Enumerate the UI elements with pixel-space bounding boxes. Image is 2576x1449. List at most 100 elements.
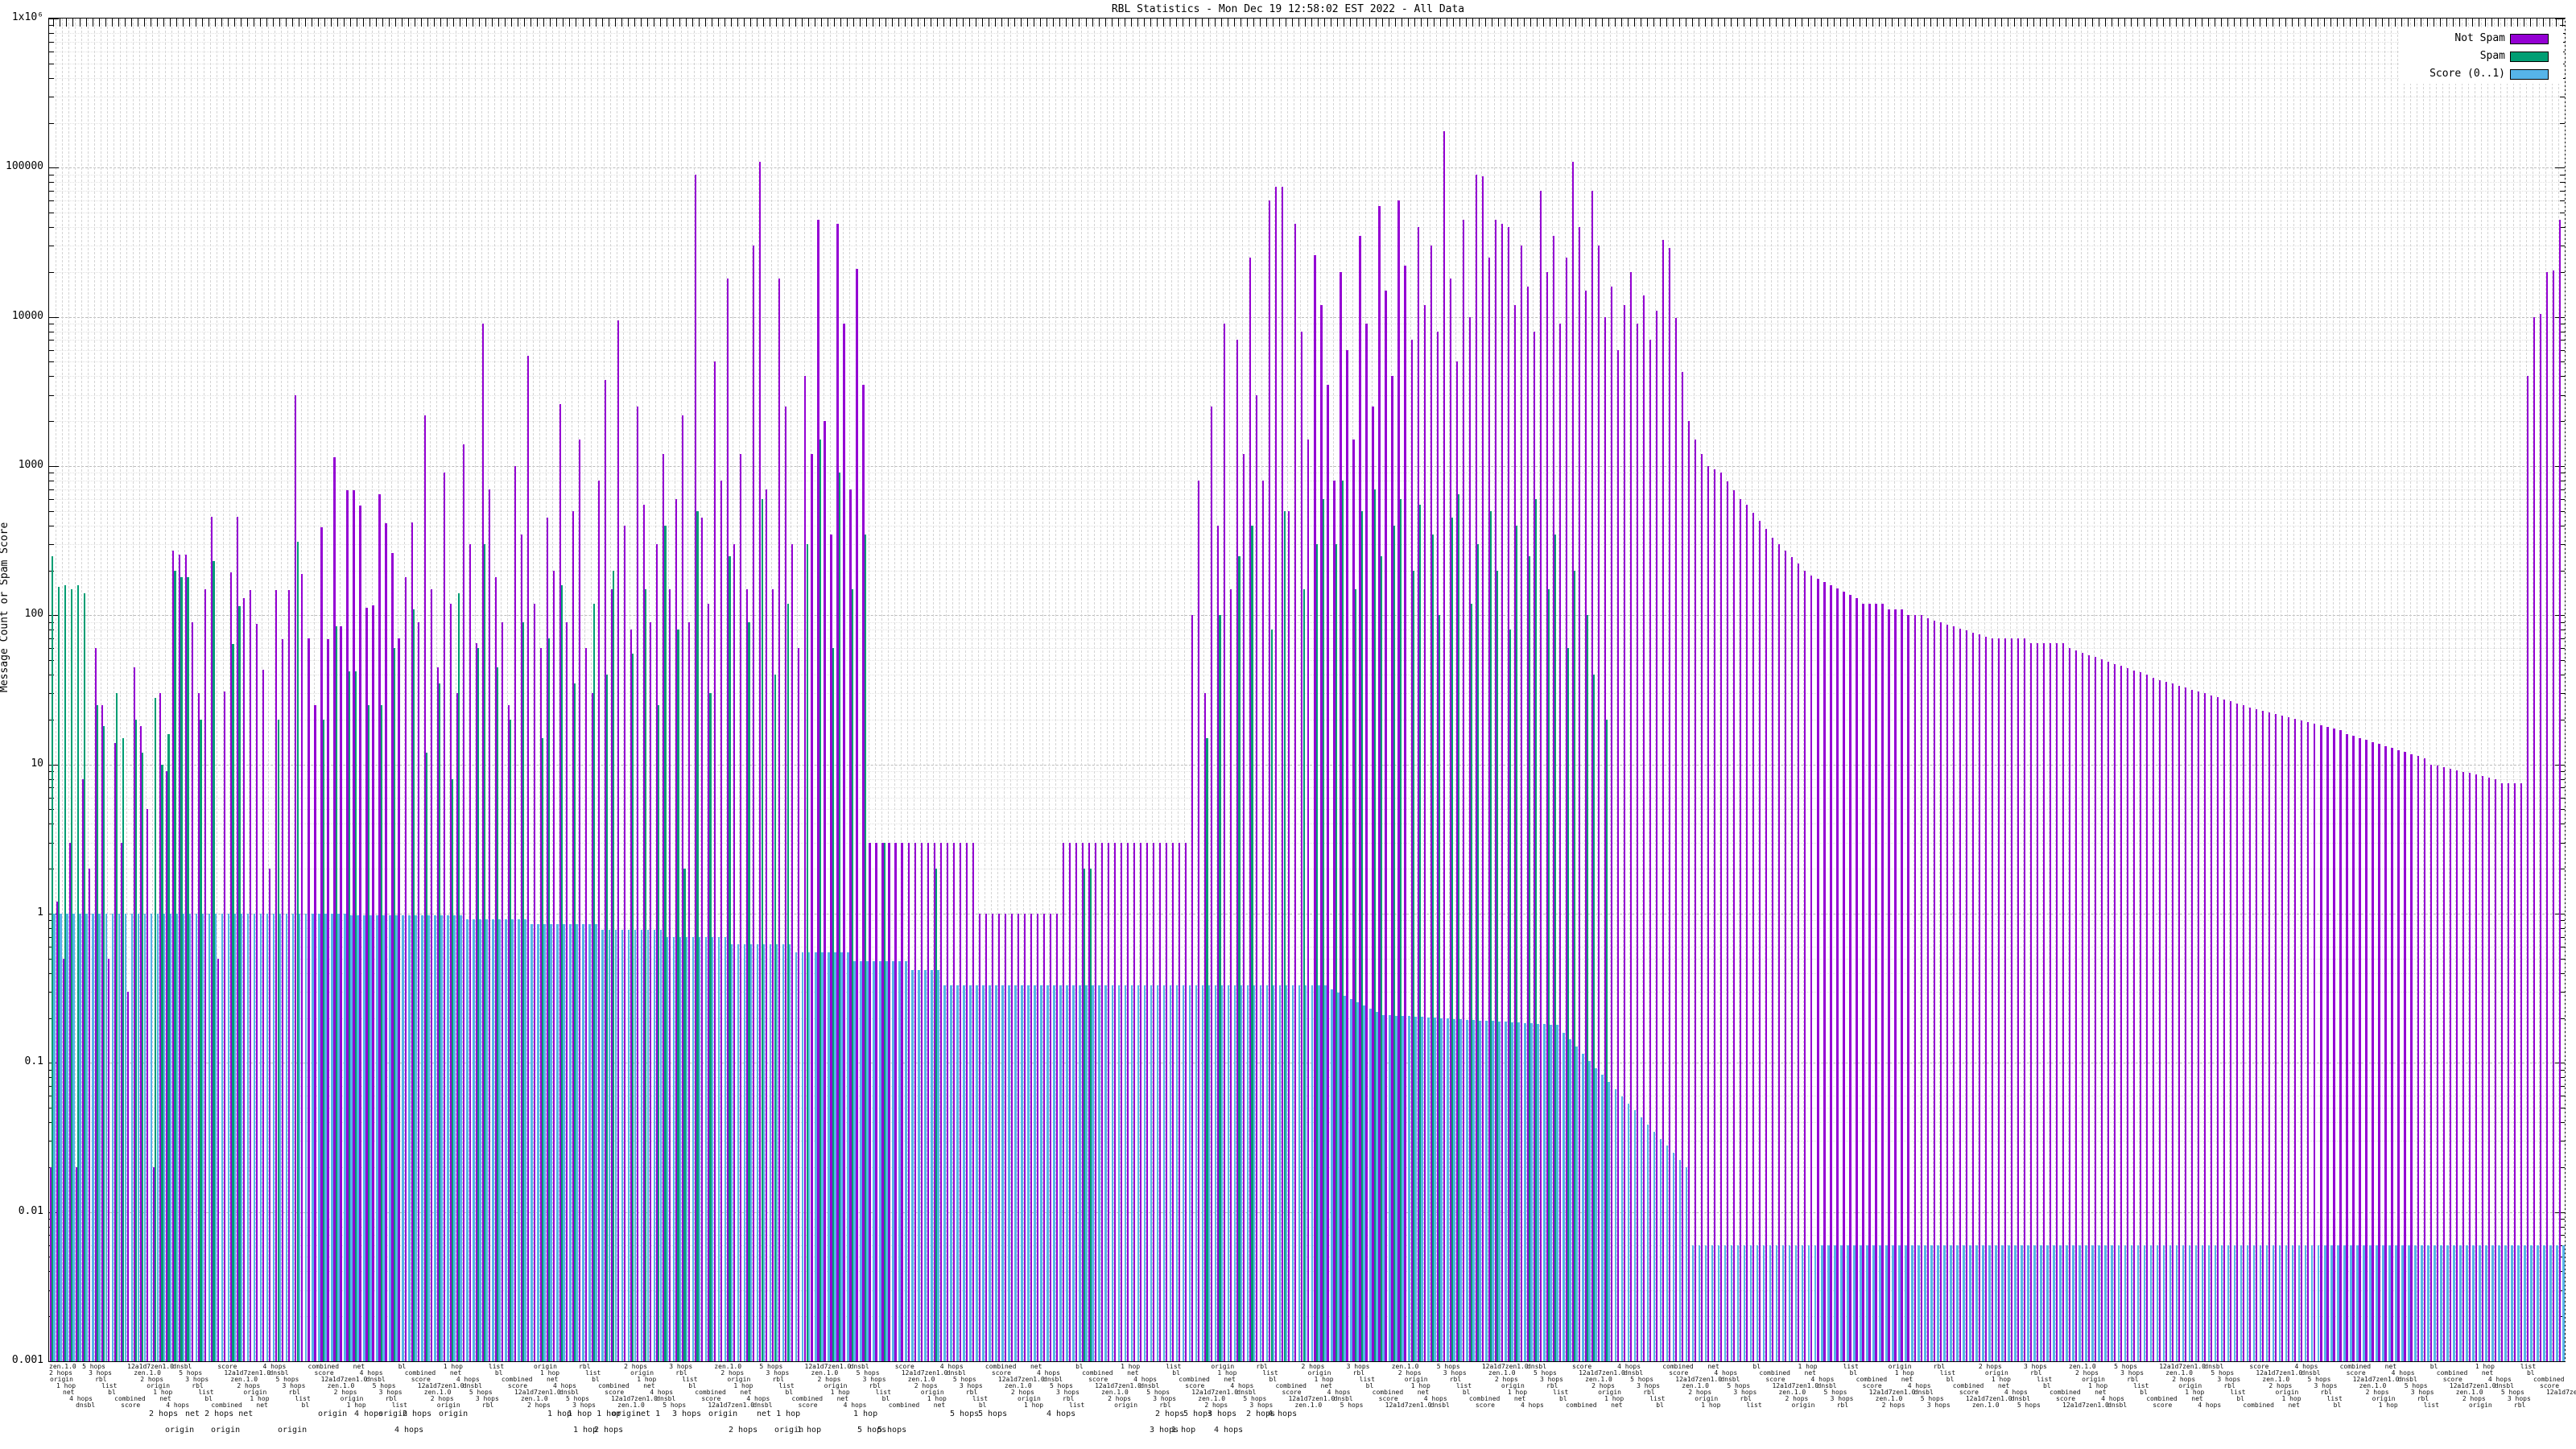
gridline-v (1474, 19, 1476, 1361)
bar-spam (1251, 525, 1253, 1361)
gridline-v (1919, 19, 1921, 1361)
bar-score (2008, 1245, 2010, 1361)
gridline-v (945, 19, 947, 1361)
bar-score (2556, 1245, 2558, 1361)
bar-notspam (1224, 324, 1226, 1361)
bar-spam (1341, 480, 1344, 1361)
bar-notspam (469, 543, 471, 1361)
bar-score (1930, 1245, 1933, 1361)
bar-notspam (1443, 131, 1445, 1361)
bar-notspam (198, 693, 200, 1361)
x-tick-label-noise: 1 hop (2088, 1382, 2108, 1389)
x-tick-top (408, 19, 410, 27)
y-tick-minor-left (49, 972, 54, 974)
bar-notspam (2500, 782, 2503, 1361)
x-tick-top (2304, 19, 2306, 27)
x-tick-top (749, 19, 751, 27)
bar-score (1291, 985, 1294, 1361)
bar-score (376, 914, 378, 1361)
bar-score (1162, 985, 1166, 1361)
bar-score (466, 919, 469, 1361)
bar-score (1072, 985, 1075, 1361)
bar-score (524, 919, 526, 1361)
x-tick-top (66, 19, 68, 27)
bar-notspam (1695, 440, 1697, 1361)
bar-notspam (2023, 638, 2025, 1361)
y-tick-minor-right (2560, 570, 2565, 572)
x-tick-label-noise: dnsbl (1236, 1389, 1257, 1396)
bar-notspam (1823, 581, 1826, 1361)
x-tick-label-noise: 4 hops (1133, 1376, 1158, 1383)
bar-score (1098, 985, 1101, 1361)
x-tick-label-noise: 12a1d7zen1.0 (2545, 1389, 2576, 1396)
bar-notspam (2172, 683, 2174, 1361)
x-tick-label-noise: dnsbl (849, 1363, 869, 1370)
gridline-v (662, 19, 663, 1361)
bar-score (227, 914, 230, 1361)
bar-score (2504, 1245, 2507, 1361)
x-tick-top (505, 19, 506, 27)
x-tick-top (2207, 19, 2209, 27)
gridline-v (532, 19, 534, 1361)
x-sublabel: 2 hops (729, 1426, 758, 1435)
y-tick-minor-right (2560, 1086, 2565, 1088)
x-tick-label-noise: net (159, 1395, 171, 1402)
bar-score (2343, 1245, 2346, 1361)
bar-notspam (1856, 598, 1858, 1361)
gridline-v (487, 19, 489, 1361)
bar-score (1685, 1166, 1688, 1361)
bar-notspam (1959, 628, 1961, 1361)
bar-score (240, 914, 243, 1361)
gridline-v (552, 19, 553, 1361)
bar-notspam (1946, 624, 1948, 1361)
x-tick-top (188, 19, 190, 27)
bar-score (214, 914, 217, 1361)
x-tick-top (2343, 19, 2344, 27)
x-tick-top (717, 19, 719, 27)
bar-score (1995, 1245, 1997, 1361)
bar-score (1214, 985, 1217, 1361)
bar-score (1453, 1018, 1455, 1361)
x-tick-label-noise: 4 hops (2198, 1402, 2222, 1409)
y-tick-minor-right (2560, 621, 2565, 623)
gridline-v (1584, 19, 1586, 1361)
bar-score (349, 914, 353, 1361)
bar-notspam (514, 466, 516, 1361)
legend-label-spam: Spam (2479, 50, 2505, 62)
y-tick-minor-left (49, 809, 54, 811)
y-tick-label: 100000 (6, 160, 43, 173)
x-tick-top (685, 19, 687, 27)
bar-notspam (1055, 914, 1058, 1361)
gridline-v (765, 19, 766, 1361)
bar-notspam (1423, 305, 1426, 1361)
gridline-v (2094, 19, 2095, 1361)
y-tick-minor-right (2560, 271, 2565, 273)
bar-notspam (2417, 756, 2419, 1361)
x-tick-label-noise: 1 hop (2185, 1389, 2205, 1396)
gridline-v (519, 19, 521, 1361)
gridline-v (2364, 19, 2366, 1361)
bar-notspam (1727, 481, 1729, 1361)
gridline-v (365, 19, 366, 1361)
bar-notspam (2100, 659, 2103, 1361)
gridline-v (565, 19, 567, 1361)
x-tick-label-noise: 12a1d7zen1.0 (514, 1389, 561, 1396)
gridline-v (2448, 19, 2450, 1361)
x-tick-top (240, 19, 242, 27)
gridline-v (300, 19, 302, 1361)
y-tick-minor-left (49, 936, 54, 938)
x-tick-label-noise: rbl (95, 1376, 107, 1383)
x-tick-top (1975, 19, 1977, 27)
bar-notspam (1179, 842, 1181, 1361)
x-tick-label-noise: rbl (1159, 1402, 1171, 1409)
bar-score (1717, 1245, 1720, 1361)
bar-notspam (1933, 620, 1935, 1361)
bar-notspam (972, 842, 974, 1361)
gridline-v (2255, 19, 2256, 1361)
bar-notspam (488, 489, 490, 1361)
bar-score (1466, 1019, 1468, 1361)
bar-spam (155, 697, 157, 1361)
x-tick-label-noise: 5 hops (952, 1376, 976, 1383)
bar-score (989, 985, 991, 1361)
gridline-v (2525, 19, 2527, 1361)
